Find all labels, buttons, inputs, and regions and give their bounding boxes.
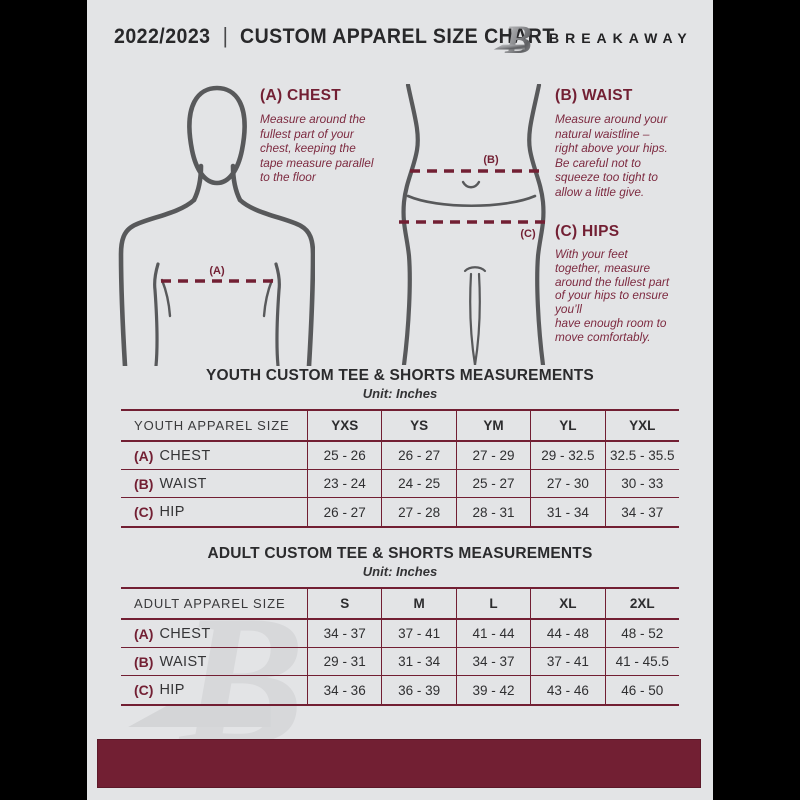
table-cell: 28 - 31 (455, 498, 530, 526)
table-cell: 27 - 28 (381, 498, 455, 526)
row-label: (C) HIP (134, 682, 185, 698)
chest-figure-illustration: (A) (118, 85, 315, 366)
row-label: (A) CHEST (121, 620, 307, 648)
size-col: YXS (307, 411, 382, 442)
waist-guide-heading: (B) WAIST (555, 87, 633, 104)
hips-guide-text: With your feet together, measure around … (555, 247, 670, 344)
table-cell: 32.5 - 35.5 (604, 442, 679, 470)
waist-guide-text: Measure around your natural waistline – … (555, 112, 668, 199)
waist-guide-section: (B) WAIST Measure around your natural wa… (555, 87, 707, 200)
size-col: L (455, 589, 531, 620)
hips-guide-heading: (C) HIPS (555, 223, 620, 240)
footer-accent-bar (97, 739, 701, 788)
size-col: XL (530, 589, 605, 620)
table-cell: 23 - 24 (307, 470, 382, 498)
table-cell: 30 - 33 (604, 470, 679, 498)
chest-line-label: (A) (209, 265, 225, 277)
header-divider: | (222, 23, 228, 48)
table-cell: 31 - 34 (530, 498, 604, 526)
table-cell: 41 - 44 (455, 620, 531, 648)
size-column-header: ADULT APPAREL SIZE (121, 589, 307, 620)
table-cell: 29 - 31 (307, 648, 382, 676)
brand-lockup: B BREAKAWAY (492, 15, 693, 61)
table-cell: 25 - 27 (455, 470, 531, 498)
row-label: (C) HIP (134, 504, 185, 520)
table-cell: 26 - 27 (381, 442, 456, 470)
table-cell: 48 - 52 (604, 620, 679, 648)
size-col: M (381, 589, 456, 620)
table-cell: 29 - 32.5 (530, 442, 605, 470)
table-cell: 44 - 48 (530, 620, 605, 648)
row-label: (A) CHEST (121, 442, 307, 470)
size-column-header: YOUTH APPAREL SIZE (121, 411, 307, 442)
row-label: (B) WAIST (121, 470, 307, 498)
hips-guide-section: (C) HIPS With your feet together, measur… (555, 223, 707, 345)
size-col: YS (381, 411, 456, 442)
chest-guide-heading: (A) CHEST (260, 87, 342, 104)
table-cell: 37 - 41 (530, 648, 605, 676)
svg-text:B: B (504, 17, 532, 61)
table-cell: 46 - 50 (604, 676, 679, 704)
table-cell: 41 - 45.5 (604, 648, 679, 676)
size-chart-page: 2022/2023 | CUSTOM APPAREL SIZE CHART B … (87, 0, 713, 800)
table-cell: 39 - 42 (455, 676, 530, 704)
youth-table-title: YOUTH CUSTOM TEE & SHORTS MEASUREMENTS (206, 367, 594, 384)
table-cell: 34 - 36 (307, 676, 381, 704)
chest-guide-section: (A) CHEST Measure around the fullest par… (260, 87, 410, 185)
size-col: YXL (604, 411, 679, 442)
hips-line-label: (C) (520, 228, 536, 240)
youth-size-table: YOUTH APPAREL SIZE YXS YS YM YL YXL (A) … (121, 409, 679, 528)
table-cell: 37 - 41 (381, 620, 456, 648)
adult-measurements-section: ADULT CUSTOM TEE & SHORTS MEASUREMENTS U… (87, 545, 713, 706)
row-label: (B) WAIST (121, 648, 307, 676)
brand-name: BREAKAWAY (549, 30, 693, 46)
youth-table-unit: Unit: Inches (362, 386, 438, 401)
table-cell: 27 - 30 (530, 470, 605, 498)
page-title: CUSTOM APPAREL SIZE CHART (240, 25, 555, 48)
page-header: 2022/2023 | CUSTOM APPAREL SIZE CHART (114, 23, 555, 50)
waist-hips-figure-illustration: (B) (C) (399, 84, 546, 365)
table-cell: 24 - 25 (381, 470, 456, 498)
table-cell: 31 - 34 (381, 648, 456, 676)
season-label: 2022/2023 (114, 25, 211, 48)
youth-measurements-section: YOUTH CUSTOM TEE & SHORTS MEASUREMENTS U… (87, 367, 713, 528)
adult-size-table: ADULT APPAREL SIZE S M L XL 2XL (A) CHES… (121, 587, 679, 706)
table-cell: 34 - 37 (307, 620, 382, 648)
breakaway-b-logo-icon: B (493, 17, 532, 61)
table-cell: 43 - 46 (530, 676, 604, 704)
table-cell: 34 - 37 (604, 498, 679, 526)
size-col: 2XL (604, 589, 679, 620)
table-cell: 27 - 29 (455, 442, 531, 470)
chest-guide-text: Measure around the fullest part of your … (260, 112, 374, 185)
size-col: S (307, 589, 382, 620)
adult-table-unit: Unit: Inches (362, 564, 438, 579)
waist-line-label: (B) (483, 154, 499, 166)
table-cell: 34 - 37 (455, 648, 531, 676)
table-cell: 26 - 27 (307, 498, 381, 526)
adult-table-title: ADULT CUSTOM TEE & SHORTS MEASUREMENTS (207, 545, 593, 562)
size-col: YL (530, 411, 605, 442)
table-cell: 36 - 39 (381, 676, 455, 704)
table-cell: 25 - 26 (307, 442, 382, 470)
size-col: YM (455, 411, 531, 442)
